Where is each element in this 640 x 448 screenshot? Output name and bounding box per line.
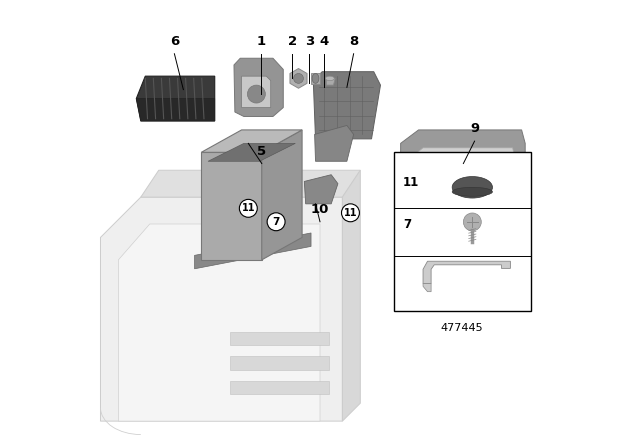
Polygon shape [315, 125, 353, 161]
Polygon shape [342, 170, 360, 421]
Text: 7: 7 [403, 218, 411, 231]
Text: 11: 11 [403, 177, 419, 190]
Text: 11: 11 [241, 203, 255, 213]
Polygon shape [290, 69, 307, 88]
Polygon shape [326, 78, 335, 85]
Polygon shape [118, 224, 320, 421]
Polygon shape [234, 58, 284, 116]
Polygon shape [195, 233, 311, 269]
Circle shape [463, 213, 481, 231]
Polygon shape [100, 197, 342, 421]
Ellipse shape [452, 187, 493, 196]
Text: 5: 5 [257, 145, 266, 158]
Ellipse shape [325, 76, 334, 81]
Text: 8: 8 [349, 35, 358, 48]
Polygon shape [230, 332, 329, 345]
Polygon shape [410, 260, 526, 271]
Polygon shape [202, 130, 302, 152]
Ellipse shape [312, 73, 319, 83]
Text: 11: 11 [344, 208, 357, 218]
Text: 2: 2 [287, 35, 297, 48]
Polygon shape [230, 356, 329, 370]
Text: 10: 10 [311, 203, 329, 216]
Text: 9: 9 [470, 122, 479, 135]
Text: 477445: 477445 [441, 323, 484, 332]
Polygon shape [314, 72, 380, 139]
Circle shape [248, 85, 266, 103]
Polygon shape [423, 284, 431, 292]
Polygon shape [423, 261, 511, 284]
FancyBboxPatch shape [394, 152, 531, 311]
Circle shape [342, 204, 360, 222]
Polygon shape [305, 175, 338, 204]
Text: 1: 1 [256, 35, 266, 48]
Polygon shape [311, 73, 320, 84]
Polygon shape [230, 381, 329, 394]
Polygon shape [262, 130, 302, 260]
Polygon shape [141, 170, 360, 197]
Circle shape [294, 73, 303, 83]
Circle shape [267, 213, 285, 231]
Polygon shape [401, 130, 525, 269]
Text: 3: 3 [305, 35, 314, 48]
Polygon shape [136, 99, 215, 121]
Text: 6: 6 [170, 35, 179, 48]
Text: 4: 4 [320, 35, 329, 48]
Polygon shape [412, 148, 515, 258]
Text: 7: 7 [273, 217, 280, 227]
Ellipse shape [452, 177, 493, 198]
Polygon shape [136, 76, 215, 121]
Circle shape [239, 199, 257, 217]
Polygon shape [242, 76, 271, 108]
Polygon shape [202, 152, 262, 260]
Polygon shape [208, 143, 296, 161]
